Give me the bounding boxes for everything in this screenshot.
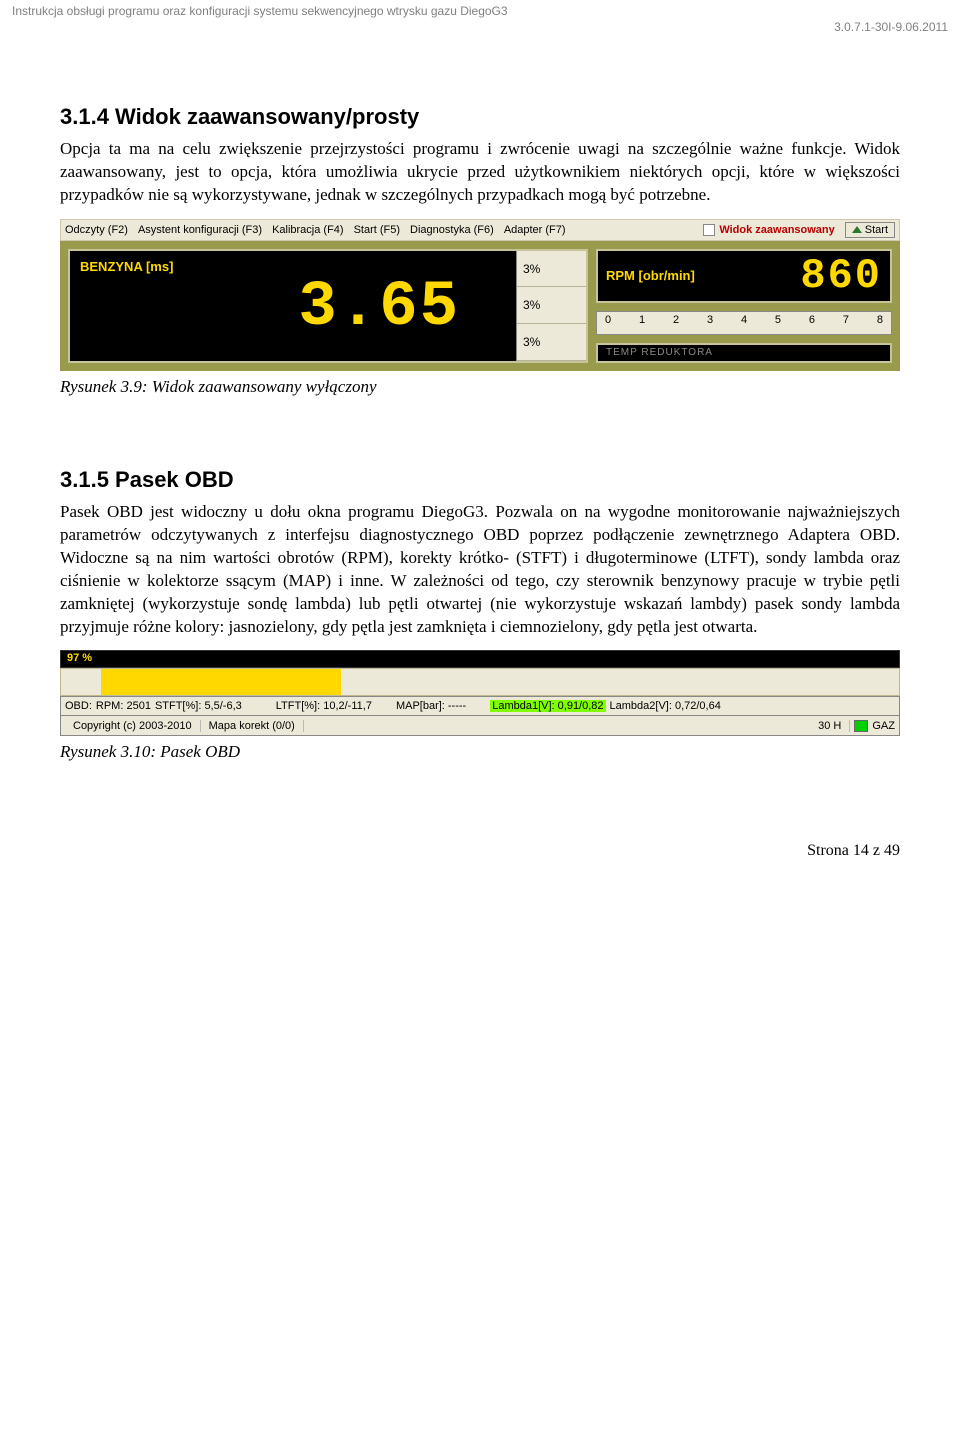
scale-tick: 2 <box>673 314 679 326</box>
scale-tick: 3 <box>707 314 713 326</box>
percent-column: 3% 3% 3% <box>516 251 586 361</box>
obd-rpm: RPM: 2501 <box>96 700 151 712</box>
status-led-icon <box>854 720 868 732</box>
copyright-text: Copyright (c) 2003-2010 <box>65 720 201 732</box>
obd-lambda2: Lambda2[V]: 0,72/0,64 <box>610 700 721 712</box>
percent-cell: 3% <box>517 251 586 288</box>
timer-value: 30 H <box>810 720 850 732</box>
scale-tick: 6 <box>809 314 815 326</box>
progress-strip: 97 % <box>60 650 900 668</box>
tab-asystent[interactable]: Asystent konfiguracji (F3) <box>138 224 262 236</box>
page-footer: Strona 14 z 49 <box>0 802 960 870</box>
rpm-label: RPM [obr/min] <box>606 268 695 283</box>
scale-tick: 7 <box>843 314 849 326</box>
doc-header-left: Instrukcja obsługi programu oraz konfigu… <box>0 0 960 20</box>
page-content: 3.1.4 Widok zaawansowany/prosty Opcja ta… <box>0 40 960 802</box>
percent-cell: 3% <box>517 287 586 324</box>
scale-tick: 0 <box>605 314 611 326</box>
mode-label: GAZ <box>872 720 895 732</box>
map-highlight <box>101 669 341 695</box>
eject-icon <box>852 226 862 233</box>
advanced-view-label: Widok zaawansowany <box>719 224 834 236</box>
progress-percent: 97 % <box>67 652 92 664</box>
rpm-panel: RPM [obr/min] 860 <box>596 249 892 303</box>
benzyna-panel: BENZYNA [ms] 3.65 3% 3% 3% <box>68 249 588 363</box>
scale-tick: 4 <box>741 314 747 326</box>
status-bar: Copyright (c) 2003-2010 Mapa korekt (0/0… <box>60 716 900 736</box>
section-3-1-5-body: Pasek OBD jest widoczny u dołu okna prog… <box>60 501 900 639</box>
start-button-label: Start <box>865 224 888 236</box>
scale-tick: 5 <box>775 314 781 326</box>
screenshot-obd-bar: 97 % OBD: RPM: 2501 STFT[%]: 5,5/-6,3 LT… <box>60 650 900 736</box>
map-corrections[interactable]: Mapa korekt (0/0) <box>201 720 304 732</box>
tab-kalibracja[interactable]: Kalibracja (F4) <box>272 224 344 236</box>
right-panel-stack: RPM [obr/min] 860 0 1 2 3 4 5 6 7 8 TEMP… <box>596 249 892 363</box>
checkbox-icon <box>703 224 715 236</box>
tab-diagnostyka[interactable]: Diagnostyka (F6) <box>410 224 494 236</box>
advanced-view-checkbox[interactable]: Widok zaawansowany <box>703 224 834 236</box>
figure-3-10-caption: Rysunek 3.10: Pasek OBD <box>60 742 900 762</box>
scale-tick: 1 <box>639 314 645 326</box>
tab-odczyty[interactable]: Odczyty (F2) <box>65 224 128 236</box>
rpm-value: 860 <box>705 255 882 297</box>
benzyna-label: BENZYNA [ms] <box>76 257 177 276</box>
figure-3-9-caption: Rysunek 3.9: Widok zaawansowany wyłączon… <box>60 377 900 397</box>
scale-bar: 0 1 2 3 4 5 6 7 8 <box>596 311 892 335</box>
temp-panel: TEMP REDUKTORA <box>596 343 892 363</box>
benzyna-value: 3.65 <box>76 276 580 340</box>
doc-header-right: 3.0.7.1-30I-9.06.2011 <box>0 20 960 40</box>
obd-lambda1: Lambda1[V]: 0,91/0,82 <box>490 700 605 712</box>
app-toolbar: Odczyty (F2) Asystent konfiguracji (F3) … <box>60 219 900 241</box>
obd-bar: OBD: RPM: 2501 STFT[%]: 5,5/-6,3 LTFT[%]… <box>60 696 900 716</box>
scale-tick: 8 <box>877 314 883 326</box>
start-button[interactable]: Start <box>845 222 895 238</box>
obd-ltft: LTFT[%]: 10,2/-11,7 <box>276 700 372 712</box>
map-strip <box>60 668 900 696</box>
section-3-1-4-heading: 3.1.4 Widok zaawansowany/prosty <box>60 104 900 130</box>
obd-map: MAP[bar]: ----- <box>396 700 466 712</box>
section-3-1-5-heading: 3.1.5 Pasek OBD <box>60 467 900 493</box>
screenshot-advanced-view: Odczyty (F2) Asystent konfiguracji (F3) … <box>60 219 900 371</box>
gauge-area: BENZYNA [ms] 3.65 3% 3% 3% RPM [obr/min]… <box>60 241 900 371</box>
obd-prefix: OBD: <box>65 700 92 712</box>
tab-start[interactable]: Start (F5) <box>354 224 400 236</box>
section-3-1-4-body: Opcja ta ma na celu zwiększenie przejrzy… <box>60 138 900 207</box>
temp-label: TEMP REDUKTORA <box>606 347 713 358</box>
percent-cell: 3% <box>517 324 586 361</box>
tab-adapter[interactable]: Adapter (F7) <box>504 224 566 236</box>
obd-stft: STFT[%]: 5,5/-6,3 <box>155 700 242 712</box>
